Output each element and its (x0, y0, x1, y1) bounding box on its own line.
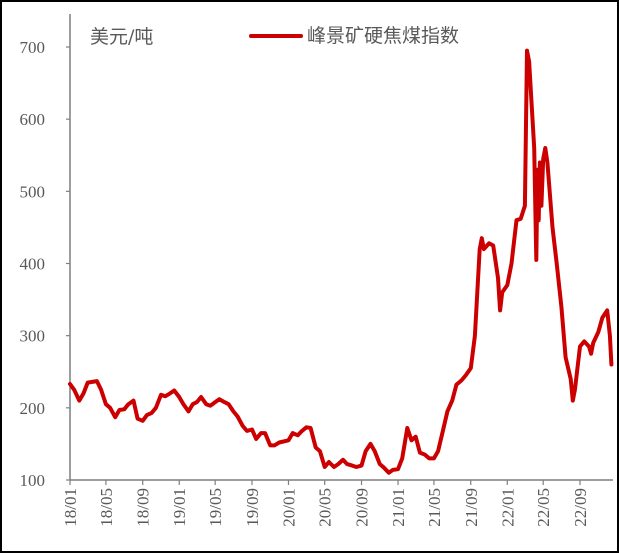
x-tick-label: 19/01 (170, 488, 189, 527)
y-tick-label: 600 (20, 110, 46, 129)
legend-label: 峰景矿硬焦煤指数 (307, 25, 459, 47)
x-tick-label: 22/05 (534, 488, 553, 527)
x-axis-ticks: 18/01 18/05 18/09 19/01 19/05 19/09 20/01 20/05… (61, 480, 590, 527)
x-tick-label: 20/01 (279, 488, 298, 527)
x-tick-label: 21/05 (425, 488, 444, 527)
x-tick-label: 18/01 (61, 488, 80, 527)
y-tick-label: 200 (20, 399, 46, 418)
x-tick-label: 18/05 (97, 488, 116, 527)
axes (69, 14, 613, 481)
x-tick-label: 18/09 (134, 488, 153, 527)
y-tick-label: 500 (20, 182, 46, 201)
x-tick-label: 21/01 (389, 488, 408, 527)
series-line (68, 48, 614, 475)
unit-label: 美元/吨 (90, 26, 153, 48)
y-tick-label: 100 (20, 471, 46, 490)
y-tick-label: 300 (20, 327, 46, 346)
x-tick-label: 19/09 (243, 488, 262, 527)
y-tick-label: 700 (20, 38, 46, 57)
y-axis-ticks: 100 200 300 400 500 600 700 (20, 38, 70, 490)
y-tick-label: 400 (20, 255, 46, 274)
x-tick-label: 22/01 (498, 488, 517, 527)
x-tick-label: 22/09 (571, 488, 590, 527)
x-tick-label: 19/05 (206, 488, 225, 527)
x-tick-label: 20/09 (353, 488, 372, 527)
x-tick-label: 20/05 (316, 488, 335, 527)
x-tick-label: 21/09 (462, 488, 481, 527)
